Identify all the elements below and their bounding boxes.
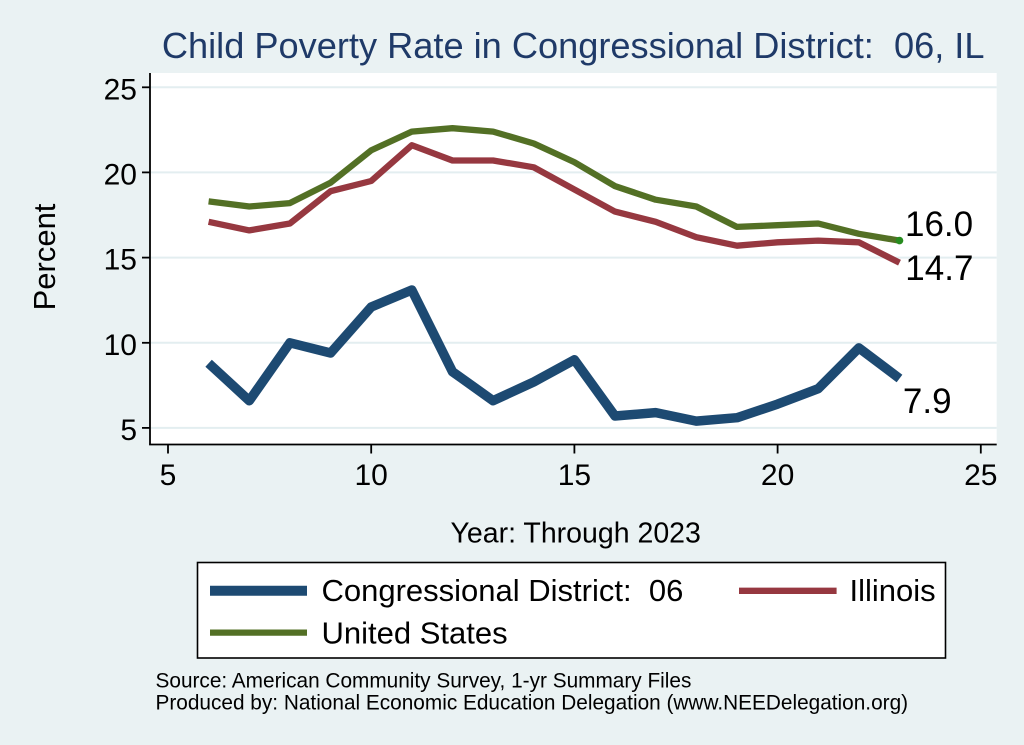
svg-text:Percent: Percent xyxy=(27,203,62,310)
svg-text:25: 25 xyxy=(104,73,137,106)
svg-text:25: 25 xyxy=(964,459,997,492)
svg-text:5: 5 xyxy=(160,459,177,492)
svg-text:Year: Through 2023: Year: Through 2023 xyxy=(451,518,701,550)
svg-text:15: 15 xyxy=(558,459,591,492)
svg-text:14.7: 14.7 xyxy=(905,249,973,288)
svg-text:Source: American Community Sur: Source: American Community Survey, 1-yr … xyxy=(156,670,692,693)
svg-text:16.0: 16.0 xyxy=(905,205,973,244)
svg-text:United States: United States xyxy=(322,616,508,651)
svg-text:Produced by: National Economic: Produced by: National Economic Education… xyxy=(156,691,909,714)
svg-text:10: 10 xyxy=(355,459,388,492)
svg-text:20: 20 xyxy=(761,459,794,492)
svg-text:Illinois: Illinois xyxy=(850,573,936,608)
svg-text:5: 5 xyxy=(120,414,137,447)
svg-text:15: 15 xyxy=(104,244,137,277)
svg-text:Child Poverty Rate in Congress: Child Poverty Rate in Congressional Dist… xyxy=(162,25,985,66)
svg-text:7.9: 7.9 xyxy=(903,382,952,421)
svg-text:10: 10 xyxy=(104,329,137,362)
svg-text:Congressional District: 06: Congressional District: 06 xyxy=(322,573,684,608)
svg-text:20: 20 xyxy=(104,158,137,191)
